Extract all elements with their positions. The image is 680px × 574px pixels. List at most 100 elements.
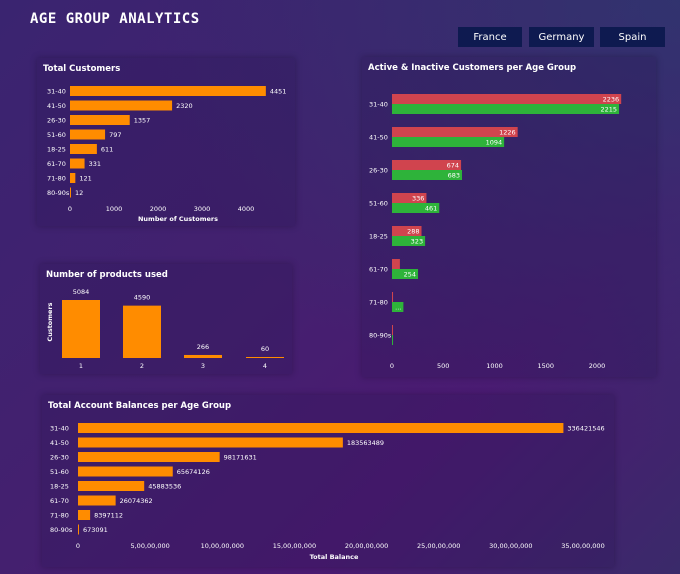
bar [78, 481, 145, 491]
bar [70, 100, 173, 111]
category-label: 26-30 [50, 453, 69, 461]
category-label: 18-25 [50, 482, 69, 490]
category-label: 71-80 [369, 298, 388, 306]
x-tick-label: 25,00,00,000 [417, 542, 460, 550]
bar [392, 193, 427, 203]
bar [392, 292, 394, 302]
data-label: 683 [448, 171, 460, 179]
category-label: 80-90s [50, 526, 73, 534]
x-tick-label: 500 [437, 362, 449, 370]
data-label: 1226 [499, 128, 516, 136]
bar [392, 269, 419, 279]
category-label: 51-60 [50, 468, 69, 476]
x-tick-label: 0 [76, 542, 80, 550]
bar [70, 115, 130, 125]
filter-france-button[interactable]: France [458, 27, 522, 47]
x-tick-label: 2000 [589, 362, 606, 370]
category-label: 18-25 [369, 232, 388, 240]
category-label: 26-30 [47, 116, 66, 124]
data-label: 65674126 [177, 468, 210, 476]
category-label: 51-60 [47, 131, 66, 139]
x-tick-label: 30,00,00,000 [489, 542, 532, 550]
data-label: 2236 [603, 95, 620, 103]
x-tick-label: 0 [390, 362, 394, 370]
bar [62, 300, 100, 358]
data-label: 4451 [270, 87, 287, 95]
data-label: 8397112 [94, 511, 123, 519]
data-label: 673091 [83, 526, 108, 534]
data-label: 1094 [486, 138, 503, 146]
bar [392, 127, 518, 137]
chart-title: Total Account Balances per Age Group [48, 401, 232, 411]
category-label: 41-50 [369, 133, 388, 141]
data-label: 461 [425, 204, 437, 212]
x-axis-title: Total Balance [310, 553, 359, 561]
data-label: 336 [412, 194, 424, 202]
chart-title: Number of products used [46, 270, 168, 280]
bar [392, 236, 426, 246]
x-axis-title: Number of Customers [138, 215, 218, 223]
category-label: 26-30 [369, 166, 388, 174]
bar [392, 259, 400, 269]
x-tick-label: 2 [140, 362, 144, 370]
bar [78, 452, 220, 462]
bar [392, 170, 463, 180]
category-label: 31-40 [369, 100, 388, 108]
data-label: 254 [404, 270, 416, 278]
x-tick-label: 4 [263, 362, 267, 370]
data-label: 2320 [176, 102, 193, 110]
x-tick-label: 10,00,00,000 [201, 542, 244, 550]
x-tick-label: 3 [201, 362, 205, 370]
filter-germany-button[interactable]: Germany [529, 27, 594, 47]
bar [392, 226, 422, 236]
bar [392, 302, 404, 312]
bar [184, 354, 222, 358]
page-title: AGE GROUP ANALYTICS [30, 11, 200, 27]
category-label: 41-50 [47, 102, 66, 110]
x-tick-label: 20,00,00,000 [345, 542, 388, 550]
category-label: 51-60 [369, 199, 388, 207]
bar [392, 203, 440, 213]
data-label: 2215 [600, 105, 617, 113]
bar [392, 137, 505, 147]
data-label: 1357 [134, 116, 151, 124]
bar [246, 357, 284, 358]
bar [78, 495, 116, 506]
data-label: 4590 [134, 294, 151, 302]
bar [70, 158, 85, 169]
category-label: 31-40 [47, 87, 66, 95]
data-label: 45883536 [148, 482, 181, 490]
category-label: 80-90s [369, 331, 392, 339]
category-label: 18-25 [47, 145, 66, 153]
x-tick-label: 35,00,00,000 [561, 542, 604, 550]
filter-spain-button[interactable]: Spain [600, 27, 665, 47]
data-label: 611 [101, 145, 113, 153]
data-label: 266 [197, 343, 209, 351]
bar [70, 144, 97, 154]
bar [70, 129, 106, 140]
x-tick-label: 1500 [537, 362, 554, 370]
x-tick-label: 2000 [150, 205, 167, 213]
data-label: 797 [109, 131, 121, 139]
category-label: 61-70 [50, 497, 69, 505]
x-tick-label: 5,00,00,000 [130, 542, 169, 550]
bar [70, 187, 71, 198]
data-label: 98171631 [224, 453, 257, 461]
bar [78, 466, 173, 477]
x-tick-label: 3000 [194, 205, 211, 213]
data-label: 12 [75, 189, 83, 197]
category-label: 71-80 [47, 174, 66, 182]
chart-title: Total Customers [43, 64, 121, 74]
data-label: ... [395, 303, 401, 311]
y-axis-title: Customers [46, 302, 54, 341]
bar [392, 335, 394, 345]
x-tick-label: 4000 [238, 205, 255, 213]
category-label: 61-70 [369, 265, 388, 273]
category-label: 31-40 [50, 424, 69, 432]
bar [70, 86, 266, 96]
data-label: 674 [447, 161, 459, 169]
bar [78, 437, 343, 448]
x-tick-label: 0 [68, 205, 72, 213]
x-tick-label: 1 [79, 362, 83, 370]
